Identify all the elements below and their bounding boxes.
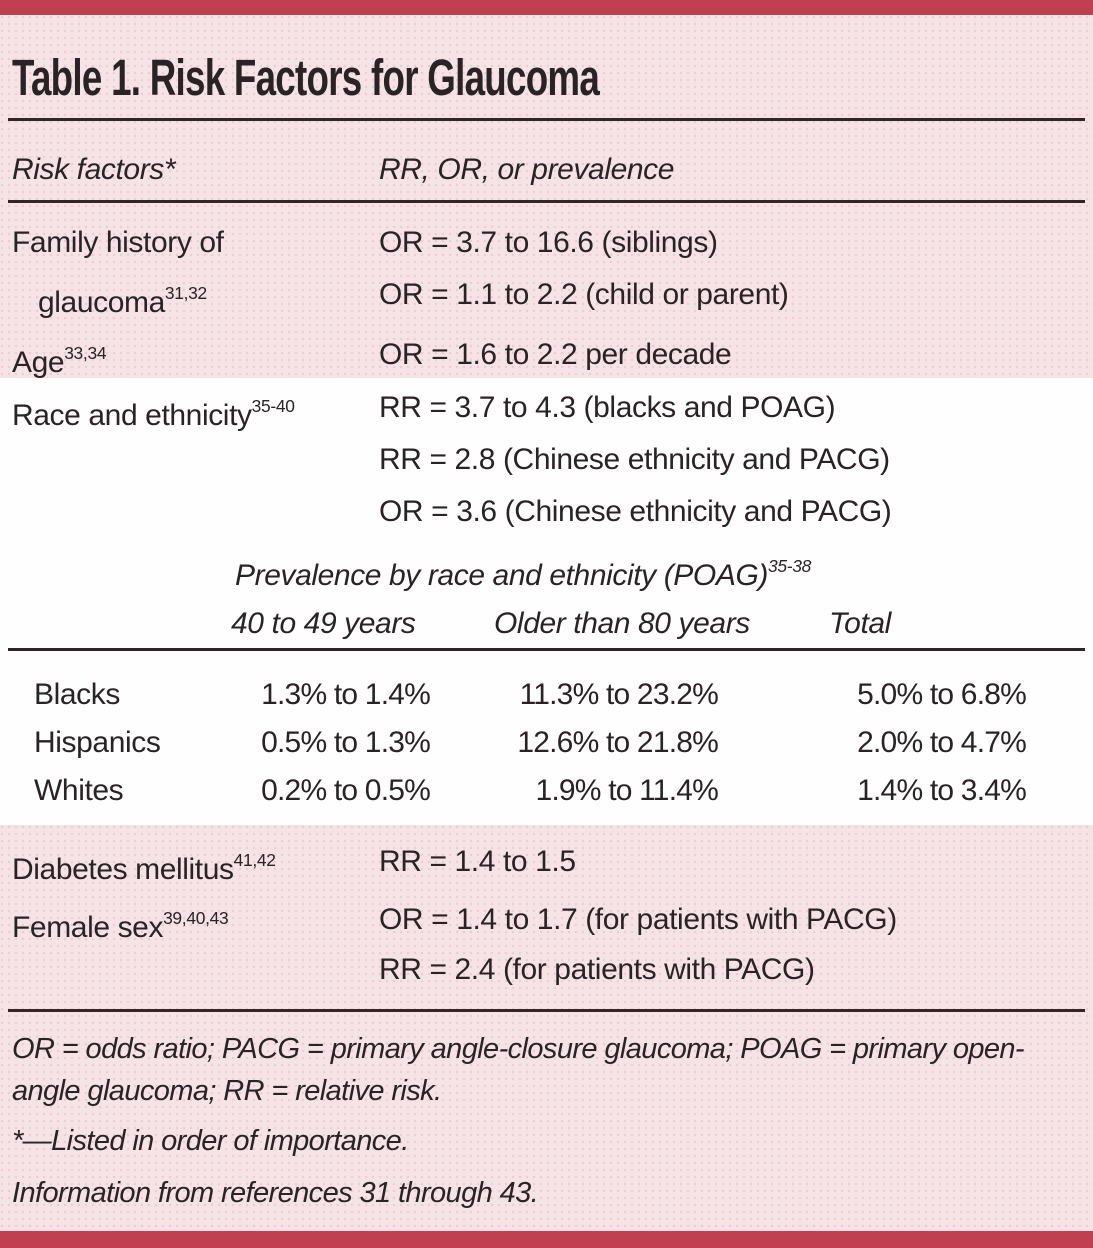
table-title: Table 1. Risk Factors for Glaucoma xyxy=(12,49,600,106)
col-header-value: RR, OR, or prevalence xyxy=(379,153,675,186)
reference-superscript: 41,42 xyxy=(233,850,276,871)
cell-total: 2.0% to 4.7% xyxy=(857,726,1027,759)
row-values: RR = 3.7 to 4.3 (blacks and POAG) RR = 2… xyxy=(379,391,892,528)
row-diabetes: Diabetes mellitus41,42 RR = 1.4 to 1.5 xyxy=(0,837,1093,895)
rule-under-prevalence-headers xyxy=(8,648,1085,651)
column-header-row: Risk factors* RR, OR, or prevalence xyxy=(0,153,1093,187)
prevalence-col-header-total: Total xyxy=(829,607,891,640)
prevalence-col-header-over-80: Older than 80 years xyxy=(494,607,750,640)
footnote-abbreviations: OR = odds ratio; PACG = primary angle-cl… xyxy=(12,1033,1025,1107)
col-header-risk-factors: Risk factors* xyxy=(12,153,176,186)
cell-total: 1.4% to 3.4% xyxy=(857,774,1027,807)
top-accent-bar xyxy=(0,0,1093,15)
row-values: OR = 3.7 to 16.6 (siblings) OR = 1.1 to … xyxy=(379,226,789,311)
row-label: Blacks xyxy=(34,678,120,711)
row-label: Female sex39,40,43 xyxy=(12,908,229,944)
prevalence-col-header-40-49: 40 to 49 years xyxy=(231,607,416,640)
footnotes: OR = odds ratio; PACG = primary angle-cl… xyxy=(0,1028,1093,1214)
row-label: Family history of glaucoma31,32 xyxy=(12,226,224,319)
row-label: Whites xyxy=(34,774,124,807)
cell-over-80: 1.9% to 11.4% xyxy=(535,774,718,807)
section-top: Table 1. Risk Factors for Glaucoma Risk … xyxy=(0,15,1093,378)
rule-under-title xyxy=(8,118,1085,121)
risk-rows-top: Family history of glaucoma31,32 OR = 3.7… xyxy=(0,217,1093,378)
risk-rows-bottom: Diabetes mellitus41,42 RR = 1.4 to 1.5 F… xyxy=(0,837,1093,995)
prevalence-subtable-title: Prevalence by race and ethnicity (POAG)3… xyxy=(235,556,811,592)
cell-40-49: 0.5% to 1.3% xyxy=(261,726,431,759)
section-middle: Race and ethnicity35-40 RR = 3.7 to 4.3 … xyxy=(0,378,1093,825)
row-label: Age33,34 xyxy=(12,343,107,378)
prevalence-rows: Blacks 1.3% to 1.4% 11.3% to 23.2% 5.0% … xyxy=(0,671,1093,815)
cell-40-49: 1.3% to 1.4% xyxy=(261,678,431,711)
table-row-blacks: Blacks 1.3% to 1.4% 11.3% to 23.2% 5.0% … xyxy=(0,671,1093,719)
row-age: Age33,34 OR = 1.6 to 2.2 per decade xyxy=(0,329,1093,378)
row-label: Race and ethnicity35-40 xyxy=(12,396,295,432)
reference-superscript: 31,32 xyxy=(164,283,207,304)
row-race-ethnicity: Race and ethnicity35-40 RR = 3.7 to 4.3 … xyxy=(0,382,1093,538)
table-row-whites: Whites 0.2% to 0.5% 1.9% to 11.4% 1.4% t… xyxy=(0,767,1093,815)
footnote-source: Information from references 31 through 4… xyxy=(12,1177,539,1209)
reference-superscript: 39,40,43 xyxy=(163,908,229,929)
row-label: Hispanics xyxy=(34,726,161,759)
prevalence-column-header-row: 40 to 49 years Older than 80 years Total xyxy=(0,606,1093,642)
rule-above-footnotes xyxy=(8,1009,1085,1012)
reference-superscript: 35-38 xyxy=(767,556,811,577)
bottom-accent-bar xyxy=(0,1231,1093,1248)
row-family-history: Family history of glaucoma31,32 OR = 3.7… xyxy=(0,217,1093,329)
reference-superscript: 35-40 xyxy=(251,396,295,417)
row-label: Diabetes mellitus41,42 xyxy=(12,850,276,886)
cell-total: 5.0% to 6.8% xyxy=(857,678,1027,711)
row-values: OR = 1.6 to 2.2 per decade xyxy=(379,338,732,371)
row-values: RR = 1.4 to 1.5 xyxy=(379,845,576,878)
cell-over-80: 12.6% to 21.8% xyxy=(517,726,718,759)
reference-superscript: 33,34 xyxy=(64,343,107,364)
rule-under-column-headers xyxy=(8,200,1085,203)
row-female-sex: Female sex39,40,43 OR = 1.4 to 1.7 (for … xyxy=(0,895,1093,995)
row-values: OR = 1.4 to 1.7 (for patients with PACG)… xyxy=(379,903,897,986)
cell-40-49: 0.2% to 0.5% xyxy=(261,774,431,807)
footnote-asterisk: *—Listed in order of importance. xyxy=(12,1125,409,1157)
section-bottom: Diabetes mellitus41,42 RR = 1.4 to 1.5 F… xyxy=(0,825,1093,1231)
table-row-hispanics: Hispanics 0.5% to 1.3% 12.6% to 21.8% 2.… xyxy=(0,719,1093,767)
cell-over-80: 11.3% to 23.2% xyxy=(519,678,719,711)
